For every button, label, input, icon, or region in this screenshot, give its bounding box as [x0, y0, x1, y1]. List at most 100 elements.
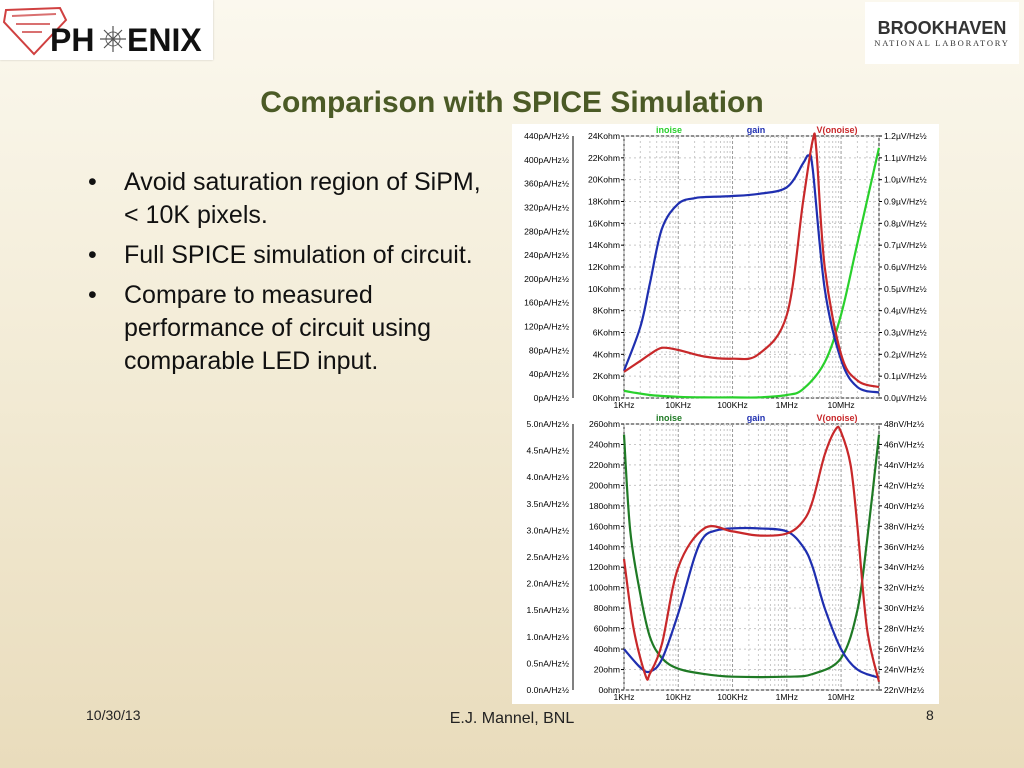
y-tick-label-right: 1.1µV/Hz½: [884, 153, 927, 163]
y-tick-label-outer: 4.5nA/Hz½: [526, 446, 569, 456]
legend-label: V(onoise): [816, 413, 857, 423]
y-tick-label-right: 42nV/Hz½: [884, 480, 924, 490]
series-line-gain: [623, 526, 880, 679]
y-tick-label-right: 26nV/Hz½: [884, 644, 924, 654]
y-tick-label-inner: 0Kohm: [593, 393, 620, 403]
footer-page-number: 8: [926, 707, 934, 723]
spice-chart-top-svg: 24Kohm 22Kohm 20Kohm 18Kohm 16Kohm 14Kohm 12Ko…: [524, 125, 927, 410]
x-tick-label: 100KHz: [717, 400, 748, 410]
y-tick-label-right: 0.8µV/Hz½: [884, 218, 927, 228]
bullet-text: Full SPICE simulation of circuit.: [124, 241, 473, 269]
y-tick-label-outer: 3.5nA/Hz½: [526, 499, 569, 509]
series-line-gain: [622, 153, 880, 394]
y-tick-label-right: 22nV/Hz½: [884, 685, 924, 695]
y-tick-label-outer: 400pA/Hz½: [524, 155, 569, 165]
y-tick-label-right: 46nV/Hz½: [884, 439, 924, 449]
y-tick-label-right: 0.3µV/Hz½: [884, 328, 927, 338]
y-tick-label-outer: 0.0nA/Hz½: [526, 685, 569, 695]
brookhaven-subtitle: NATIONAL LABORATORY: [874, 38, 1010, 48]
y-tick-label-right: 28nV/Hz½: [884, 624, 924, 634]
y-tick-label-inner: 16Kohm: [588, 218, 620, 228]
y-tick-label-outer: 1.0nA/Hz½: [526, 632, 569, 642]
y-tick-label-outer: 0pA/Hz½: [534, 393, 569, 403]
y-tick-label-outer: 200pA/Hz½: [524, 274, 569, 284]
phenix-emblem-icon: [2, 6, 68, 56]
y-tick-label-inner: 20ohm: [594, 665, 620, 675]
y-tick-label-right: 36nV/Hz½: [884, 542, 924, 552]
y-tick-label-inner: 220ohm: [589, 460, 620, 470]
y-tick-label-right: 48nV/Hz½: [884, 419, 924, 429]
y-tick-label-outer: 320pA/Hz½: [524, 202, 569, 212]
bullet-item: • Avoid saturation region of SiPM, < 10K …: [84, 166, 484, 232]
y-tick-label-outer: 4.0nA/Hz½: [526, 472, 569, 482]
y-tick-label-right: 0.4µV/Hz½: [884, 306, 927, 316]
y-tick-label-right: 0.0µV/Hz½: [884, 393, 927, 403]
brookhaven-logo: BROOKHAVEN NATIONAL LABORATORY: [865, 2, 1019, 64]
brookhaven-name: BROOKHAVEN: [878, 18, 1007, 38]
x-tick-label: 1MHz: [776, 692, 798, 702]
bullet-dot-icon: •: [88, 281, 97, 309]
spice-chart-top: 24Kohm 22Kohm 20Kohm 18Kohm 16Kohm 14Kohm 12Ko…: [512, 124, 939, 412]
x-tick-label: 1KHz: [613, 692, 634, 702]
footer-date: 10/30/13: [86, 707, 141, 723]
series-line-vonoise: [622, 425, 881, 683]
phenix-star-icon: [100, 26, 126, 52]
y-tick-label-right: 0.2µV/Hz½: [884, 349, 927, 359]
y-tick-label-outer: 1.5nA/Hz½: [526, 605, 569, 615]
y-tick-label-inner: 20Kohm: [588, 175, 620, 185]
y-tick-label-right: 0.9µV/Hz½: [884, 197, 927, 207]
bullet-item: • Full SPICE simulation of circuit.: [84, 239, 484, 272]
x-tick-label: 1KHz: [613, 400, 634, 410]
y-tick-label-inner: 14Kohm: [588, 240, 620, 250]
y-tick-label-right: 24nV/Hz½: [884, 665, 924, 675]
slide-title: Comparison with SPICE Simulation: [260, 86, 764, 119]
x-tick-label: 100KHz: [717, 692, 748, 702]
y-tick-label-right: 30nV/Hz½: [884, 603, 924, 613]
y-tick-label-inner: 260ohm: [589, 419, 620, 429]
y-tick-label-outer: 0.5nA/Hz½: [526, 658, 569, 668]
y-tick-label-inner: 100ohm: [589, 583, 620, 593]
y-tick-label-inner: 2Kohm: [593, 371, 620, 381]
x-tick-label: 10MHz: [827, 692, 854, 702]
y-tick-label-outer: 120pA/Hz½: [524, 322, 569, 332]
bullet-item: • Compare to measured performance of circ…: [84, 279, 484, 378]
y-tick-label-outer: 240pA/Hz½: [524, 250, 569, 260]
y-tick-label-right: 40nV/Hz½: [884, 501, 924, 511]
x-tick-label: 10KHz: [665, 400, 691, 410]
y-tick-label-right: 0.1µV/Hz½: [884, 371, 927, 381]
legend-label: inoise: [656, 413, 682, 423]
x-tick-label: 10KHz: [665, 692, 691, 702]
y-tick-label-outer: 360pA/Hz½: [524, 179, 569, 189]
y-tick-label-inner: 60ohm: [594, 624, 620, 634]
y-tick-label-outer: 3.0nA/Hz½: [526, 525, 569, 535]
y-tick-label-inner: 8Kohm: [593, 306, 620, 316]
spice-chart-bottom-svg: 260ohm 240ohm 220ohm 200ohm 180ohm 160ohm 140o…: [526, 413, 924, 702]
y-tick-label-inner: 140ohm: [589, 542, 620, 552]
y-tick-label-inner: 22Kohm: [588, 153, 620, 163]
y-tick-label-right: 0.6µV/Hz½: [884, 262, 927, 272]
y-tick-label-inner: 240ohm: [589, 439, 620, 449]
y-tick-label-outer: 2.0nA/Hz½: [526, 579, 569, 589]
legend-label: gain: [747, 413, 766, 423]
x-tick-label: 10MHz: [827, 400, 854, 410]
legend-label: inoise: [656, 125, 682, 135]
y-tick-label-right: 44nV/Hz½: [884, 460, 924, 470]
y-tick-label-right: 32nV/Hz½: [884, 583, 924, 593]
y-tick-label-inner: 18Kohm: [588, 197, 620, 207]
y-tick-label-inner: 200ohm: [589, 480, 620, 490]
y-tick-label-outer: 80pA/Hz½: [529, 345, 569, 355]
y-tick-label-outer: 40pA/Hz½: [529, 369, 569, 379]
y-tick-label-inner: 120ohm: [589, 562, 620, 572]
phenix-text-right: ENIX: [127, 22, 202, 58]
y-tick-label-outer: 440pA/Hz½: [524, 131, 569, 141]
y-tick-label-outer: 2.5nA/Hz½: [526, 552, 569, 562]
y-tick-label-inner: 0ohm: [599, 685, 621, 695]
y-tick-label-inner: 6Kohm: [593, 328, 620, 338]
y-tick-label-inner: 24Kohm: [588, 131, 620, 141]
y-tick-label-outer: 5.0nA/Hz½: [526, 419, 569, 429]
bullet-list: • Avoid saturation region of SiPM, < 10K …: [84, 166, 484, 385]
y-tick-label-right: 0.5µV/Hz½: [884, 284, 927, 294]
y-tick-label-inner: 180ohm: [589, 501, 620, 511]
bullet-text: Compare to measured performance of circu…: [124, 281, 432, 375]
y-tick-label-outer: 160pA/Hz½: [524, 298, 569, 308]
